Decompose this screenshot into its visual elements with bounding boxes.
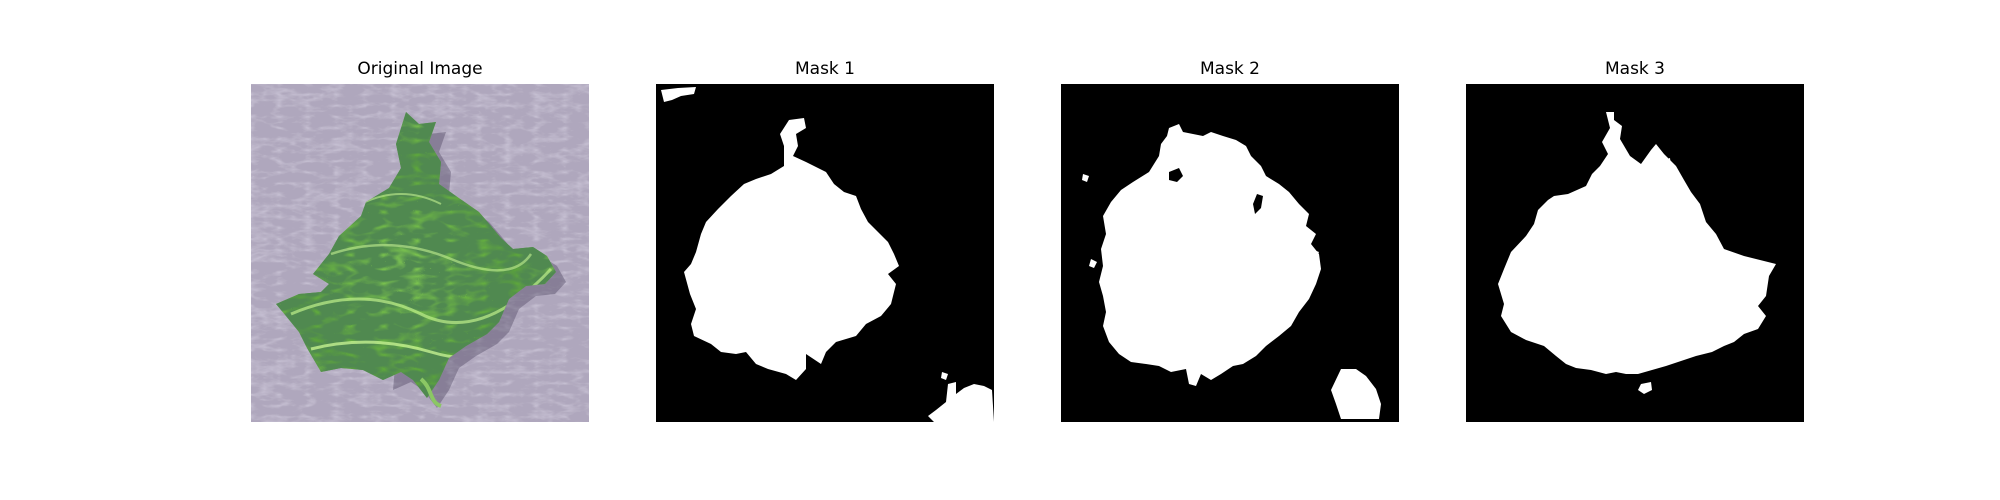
mask-1-image [656, 84, 994, 422]
mask-1-title: Mask 1 [794, 59, 855, 79]
original-image-title: Original Image [357, 59, 483, 79]
mask-3-image [1466, 84, 1804, 422]
mask-1-panel: Mask 1 [656, 59, 994, 422]
mask-3-title: Mask 3 [1604, 59, 1665, 79]
original-image-panel: Original Image [251, 59, 589, 422]
mask-3-panel: Mask 3 [1466, 59, 1804, 422]
mask-2-title: Mask 2 [1199, 59, 1260, 79]
mask-2-panel: Mask 2 [1061, 59, 1399, 422]
mask-2-image [1061, 84, 1399, 422]
original-image [251, 84, 589, 422]
